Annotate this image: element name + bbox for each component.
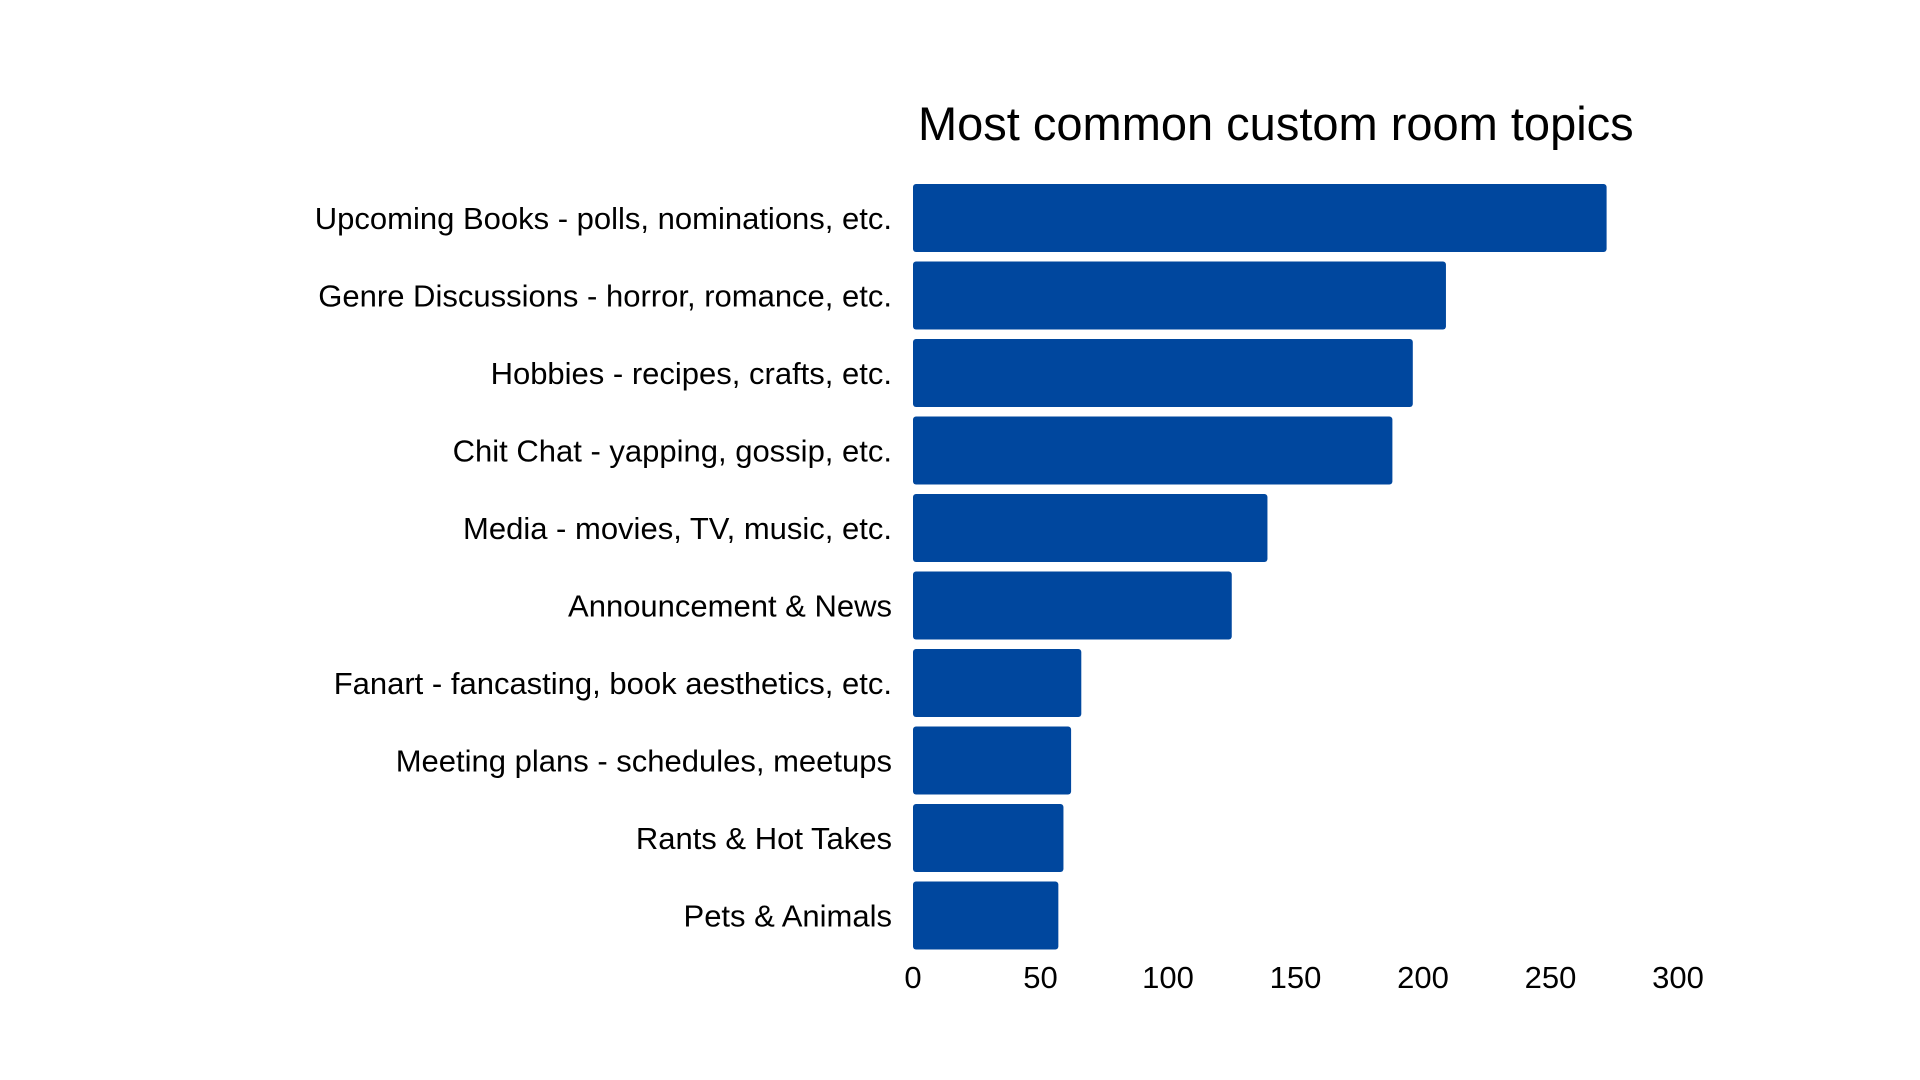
bars-group [913, 184, 1607, 950]
bar [913, 184, 1607, 252]
category-label: Genre Discussions - horror, romance, etc… [318, 279, 892, 314]
bar [913, 804, 1064, 872]
x-tick-label: 300 [1652, 960, 1704, 995]
bar [913, 339, 1413, 407]
category-label: Pets & Animals [684, 899, 892, 934]
x-axis-ticks-group: 0 50 100 150 200 250 300 [904, 960, 1703, 995]
category-label: Fanart - fancasting, book aesthetics, et… [334, 666, 892, 701]
category-label: Announcement & News [568, 589, 892, 624]
x-tick-label: 150 [1270, 960, 1322, 995]
category-label: Upcoming Books - polls, nominations, etc… [315, 201, 892, 236]
bar [913, 494, 1268, 562]
category-label: Hobbies - recipes, crafts, etc. [491, 356, 892, 391]
bar [913, 649, 1082, 717]
category-label: Media - movies, TV, music, etc. [463, 511, 892, 546]
x-tick-label: 50 [1023, 960, 1057, 995]
bar [913, 416, 1393, 485]
x-tick-label: 200 [1397, 960, 1449, 995]
bar [913, 571, 1232, 640]
bar [913, 261, 1446, 330]
x-tick-label: 100 [1142, 960, 1194, 995]
bar [913, 726, 1072, 795]
category-label: Meeting plans - schedules, meetups [396, 744, 892, 779]
x-tick-label: 250 [1525, 960, 1577, 995]
bar [913, 881, 1059, 950]
category-labels-group: Upcoming Books - polls, nominations, etc… [315, 201, 892, 934]
chart-title: Most common custom room topics [918, 97, 1634, 150]
category-label: Rants & Hot Takes [636, 821, 892, 856]
category-label: Chit Chat - yapping, gossip, etc. [453, 434, 892, 469]
x-tick-label: 0 [904, 960, 921, 995]
